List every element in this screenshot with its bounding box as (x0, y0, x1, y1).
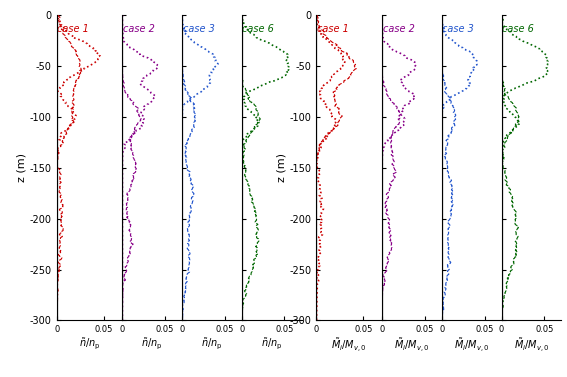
X-axis label: $\tilde{n}/n_{\rm p}$: $\tilde{n}/n_{\rm p}$ (142, 337, 163, 352)
X-axis label: $\tilde{M}_i/M_{v,0}$: $\tilde{M}_i/M_{v,0}$ (514, 337, 549, 355)
X-axis label: $\tilde{M}_i/M_{v,0}$: $\tilde{M}_i/M_{v,0}$ (454, 337, 490, 355)
X-axis label: $\tilde{n}/n_{\rm p}$: $\tilde{n}/n_{\rm p}$ (201, 337, 223, 352)
Text: case 1: case 1 (57, 24, 89, 34)
Text: case 6: case 6 (243, 24, 274, 34)
X-axis label: $\tilde{n}/n_{\rm p}$: $\tilde{n}/n_{\rm p}$ (261, 337, 282, 352)
Y-axis label: z (m): z (m) (17, 153, 27, 182)
Text: case 1: case 1 (317, 24, 349, 34)
Y-axis label: z (m): z (m) (277, 153, 287, 182)
Text: case 3: case 3 (183, 24, 214, 34)
X-axis label: $\tilde{M}_i/M_{v,0}$: $\tilde{M}_i/M_{v,0}$ (394, 337, 430, 355)
Text: case 3: case 3 (442, 24, 475, 34)
X-axis label: $\tilde{M}_i/M_{v,0}$: $\tilde{M}_i/M_{v,0}$ (331, 337, 367, 355)
Text: case 2: case 2 (383, 24, 414, 34)
X-axis label: $\tilde{n}/n_{\rm p}$: $\tilde{n}/n_{\rm p}$ (79, 337, 100, 352)
Text: case 2: case 2 (123, 24, 155, 34)
Text: case 6: case 6 (502, 24, 534, 34)
